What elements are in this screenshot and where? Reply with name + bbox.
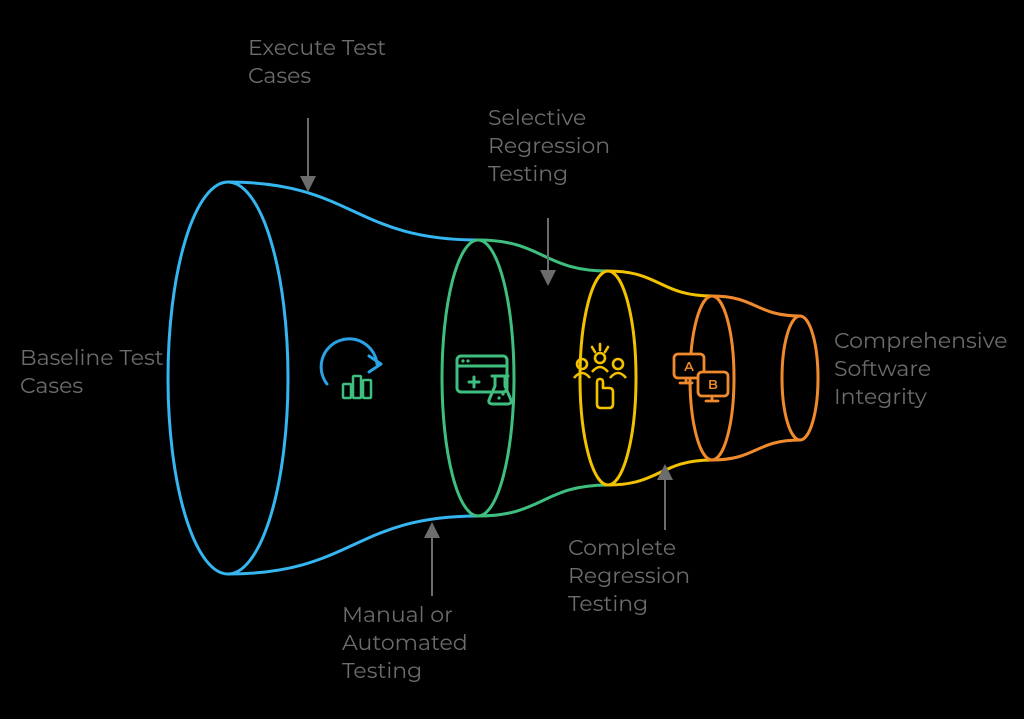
funnel-diagram: AB Baseline TestCases Execute TestCases Se…: [0, 0, 1024, 719]
l-manual-text: Manual orAutomatedTesting: [342, 601, 468, 684]
l-selective-text: SelectiveRegressionTesting: [488, 104, 610, 187]
l-comp: ComprehensiveSoftwareIntegrity: [834, 327, 1008, 410]
l-execute-text: Execute TestCases: [248, 34, 386, 89]
ab-screens-icon: AB: [674, 354, 728, 401]
l-baseline-text: Baseline TestCases: [20, 344, 164, 399]
funnel-segment-1: [168, 182, 288, 574]
svg-text:B: B: [708, 377, 718, 393]
funnel-segment-2: [442, 240, 514, 516]
funnel-segment-5: [782, 316, 818, 440]
cycle-building-icon: [321, 339, 381, 398]
browser-flask-icon: [457, 356, 511, 404]
l-execute: Execute TestCases: [248, 34, 386, 184]
svg-text:A: A: [683, 359, 694, 375]
l-complete: CompleteRegressionTesting: [568, 472, 690, 617]
l-baseline: Baseline TestCases: [20, 344, 164, 399]
l-manual: Manual orAutomatedTesting: [342, 530, 468, 684]
l-comp-text: ComprehensiveSoftwareIntegrity: [834, 327, 1008, 410]
l-selective: SelectiveRegressionTesting: [488, 104, 610, 278]
l-complete-text: CompleteRegressionTesting: [568, 534, 690, 617]
